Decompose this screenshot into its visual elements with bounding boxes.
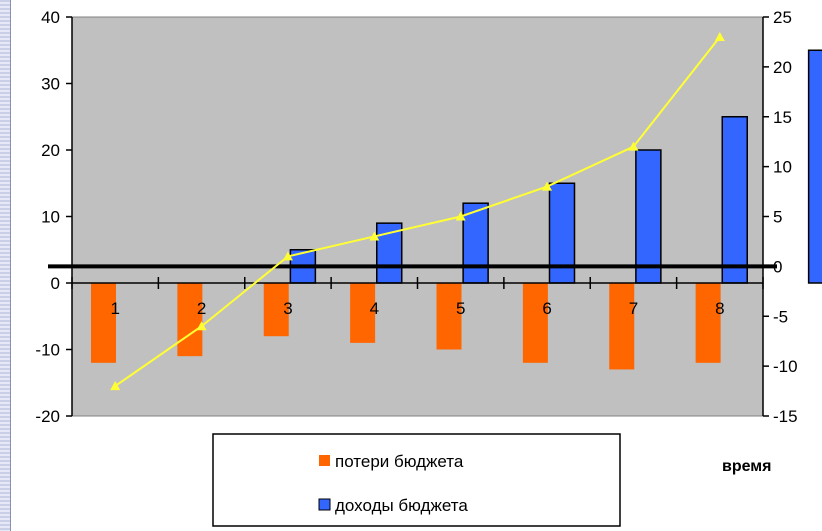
legend-box: [212, 433, 621, 527]
x-axis-title: время: [722, 458, 771, 475]
bar-losses-1: [91, 283, 116, 363]
y-left-tick-label-40: 40: [41, 8, 60, 27]
x-tick-label-5: 5: [456, 299, 465, 318]
line-marker-4: [369, 231, 380, 241]
y-left-tick-label-10: 10: [41, 208, 60, 227]
x-tick-label-4: 4: [370, 299, 379, 318]
legend-label-losses: потери бюджета: [335, 452, 464, 471]
bar-income-4: [462, 202, 489, 284]
y-right-tick-label-10: 10: [773, 158, 792, 177]
x-tick-label-8: 8: [715, 299, 724, 318]
y-right-tick-label--15: -15: [773, 407, 798, 426]
y-right-tick-label-5: 5: [773, 208, 782, 227]
x-tick-label-1: 1: [110, 299, 119, 318]
legend: потери бюджета доходы бюджета: [212, 433, 621, 527]
bar-losses-7: [609, 283, 635, 370]
bar-income-7: [721, 116, 748, 284]
bar-losses-4: [350, 283, 376, 343]
y-left-tick-label-20: 20: [41, 141, 60, 160]
x-tick-label-7: 7: [629, 299, 638, 318]
y-right-tick-label-25: 25: [773, 8, 792, 27]
legend-label-income: доходы бюджета: [335, 496, 468, 515]
line-marker-5: [455, 211, 466, 221]
x-tick-label-3: 3: [283, 299, 292, 318]
bar-losses-6: [522, 283, 548, 363]
line-marker-3: [282, 251, 293, 261]
window-left-edge: [0, 0, 11, 531]
bar-income-6: [635, 149, 662, 284]
bar-losses-2: [177, 283, 203, 357]
line-marker-1: [110, 381, 121, 391]
x-tick-label-6: 6: [542, 299, 551, 318]
bar-losses-8: [695, 283, 721, 363]
y-right-tick-label-0: 0: [773, 257, 782, 276]
y-right-tick-label-20: 20: [773, 58, 792, 77]
y-right-tick-label-15: 15: [773, 108, 792, 127]
legend-swatch-income: [318, 498, 331, 511]
legend-swatch-losses: [319, 455, 330, 466]
line-series: [114, 36, 721, 387]
line-marker-7: [628, 141, 639, 151]
x-tick-label-2: 2: [197, 299, 206, 318]
bar-losses-3: [263, 283, 289, 337]
y-left-tick-label-30: 30: [41, 75, 60, 94]
y-left-tick-label-0: 0: [51, 274, 60, 293]
line-layer: [110, 31, 725, 391]
y-right-tick-label--10: -10: [773, 357, 798, 376]
bar-losses-5: [436, 283, 462, 350]
axes-layer: [48, 16, 777, 417]
y-left-tick-label--10: -10: [35, 341, 60, 360]
line-marker-6: [542, 181, 553, 191]
labels-layer: -20 -10 0 10 20 30 40 -15 -10 -5 0 5 10 15 20 25 1 2 3 4 5 6 7…: [35, 8, 797, 426]
line-marker-8: [714, 31, 725, 41]
bar-income-8: [807, 49, 822, 284]
y-right-tick-label--5: -5: [773, 307, 788, 326]
y-left-tick-label--20: -20: [35, 407, 60, 426]
line-marker-2: [196, 321, 207, 331]
